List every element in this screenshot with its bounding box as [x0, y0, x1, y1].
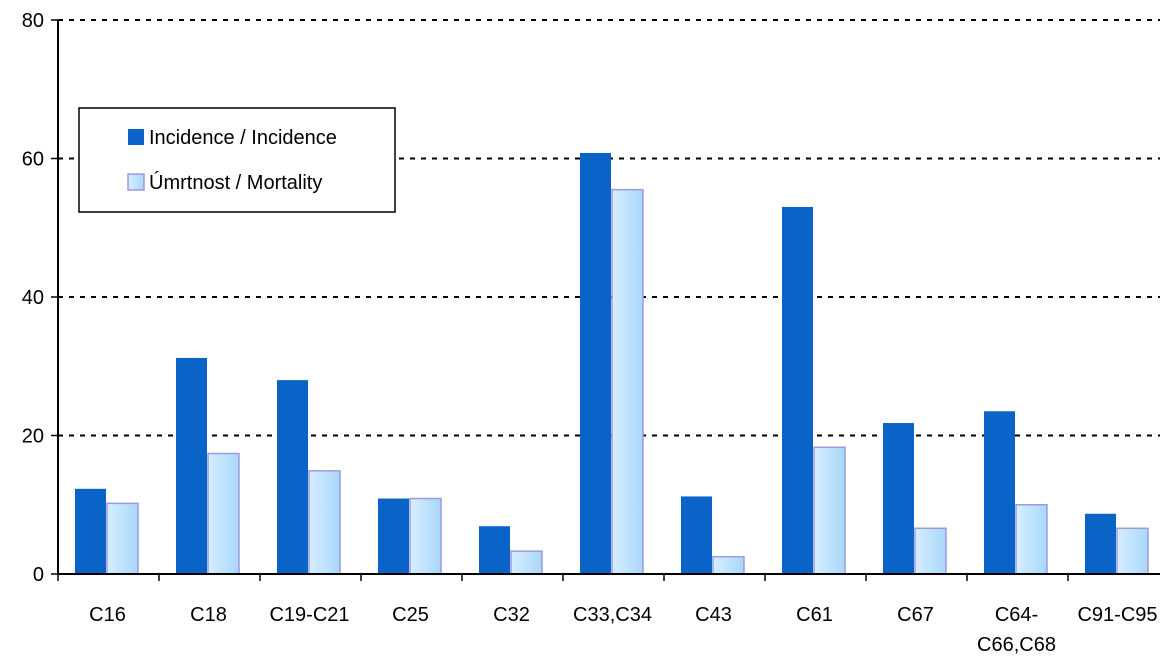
bar-mortality	[712, 555, 745, 575]
bars	[75, 152, 1149, 575]
x-tick-label: C18	[190, 604, 227, 626]
bar-mortality	[409, 497, 442, 575]
x-tick-label: C25	[392, 604, 429, 626]
bar-incidence	[580, 152, 611, 574]
legend-label-mortality: Úmrtnost / Mortality	[149, 171, 322, 194]
y-tick-label: 40	[22, 287, 44, 309]
bar-incidence	[176, 357, 207, 574]
bar-mortality	[1116, 527, 1149, 575]
legend-swatch-incidence	[128, 129, 144, 145]
bar-mortality	[106, 502, 139, 575]
y-tick-label: 20	[22, 426, 44, 448]
bar-incidence	[681, 496, 712, 574]
bar-mortality	[813, 446, 846, 575]
bar-mortality	[914, 527, 947, 575]
bar-incidence	[378, 498, 409, 574]
x-tick-label: C91-C95	[1077, 604, 1157, 626]
axes	[51, 19, 1160, 581]
x-tick-label: C19-C21	[269, 604, 349, 626]
bar-mortality	[308, 470, 341, 575]
y-tick-label: 0	[33, 564, 44, 586]
x-tick-label: C61	[796, 604, 833, 626]
x-tick-label: C16	[89, 604, 126, 626]
bar-incidence	[984, 411, 1015, 574]
bar-incidence	[75, 488, 106, 574]
bar-incidence	[1085, 513, 1116, 574]
bar-mortality	[1015, 504, 1048, 575]
legend-label-incidence: Incidence / Incidence	[149, 127, 337, 149]
bar-incidence	[277, 380, 308, 574]
x-tick-label: C32	[493, 604, 530, 626]
x-tick-label: C67	[897, 604, 934, 626]
x-tick-label: C33,C34	[573, 604, 652, 626]
legend: Incidence / Incidence Úmrtnost / Mortali…	[78, 107, 396, 213]
bar-incidence	[782, 206, 813, 574]
x-tick-label: C64-C66,C68	[977, 604, 1056, 656]
bar-mortality	[207, 452, 240, 575]
bar-incidence	[479, 526, 510, 574]
tick-labels: 0 20 40 60 80 C16 C18 C19-C21 C25 C32 C33,C34 C43 C6…	[22, 10, 1158, 656]
bar-mortality	[611, 188, 644, 575]
legend-swatch-mortality	[127, 173, 145, 191]
legend-box	[78, 107, 396, 213]
y-tick-label: 80	[22, 10, 44, 32]
y-tick-label: 60	[22, 149, 44, 171]
bar-mortality	[510, 550, 543, 575]
x-tick-label: C43	[695, 604, 732, 626]
bar-incidence	[883, 423, 914, 574]
